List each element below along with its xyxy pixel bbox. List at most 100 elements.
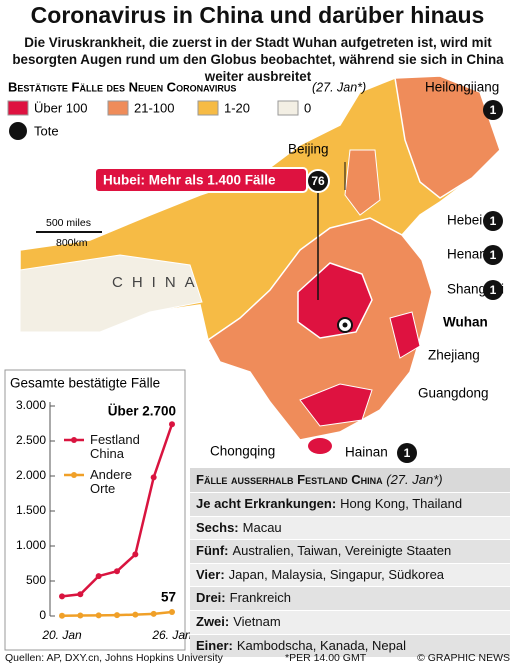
row-label: Zwei: — [196, 613, 230, 629]
death-count: 76 — [311, 174, 325, 188]
death-badge — [483, 211, 503, 231]
y-tick-label: 1.500 — [16, 503, 46, 517]
table-title: Fälle ausserhalb Festland China — [196, 472, 383, 487]
place-label: Beijing — [288, 142, 329, 157]
y-tick-label: 0 — [39, 608, 46, 622]
row-countries: Hong Kong, Thailand — [340, 496, 463, 511]
country-label: CHINA — [112, 274, 204, 291]
data-point — [114, 568, 120, 575]
data-point — [150, 474, 157, 481]
data-point — [59, 612, 65, 619]
table-date: (27. Jan*) — [386, 472, 443, 487]
outside-table: Fälle ausserhalb Festland China (27. Jan… — [190, 468, 510, 658]
legend-label: 0 — [304, 100, 311, 115]
table-row: Sechs: Macau — [190, 515, 510, 540]
death-badge — [483, 280, 503, 300]
legend-label: Festland China — [90, 432, 140, 461]
y-tick-label: 1.000 — [16, 538, 46, 552]
legend-swatch — [197, 100, 219, 116]
place-label: Chongqing — [210, 444, 275, 459]
region-zhejiang — [389, 311, 421, 359]
row-label: Vier: — [196, 566, 225, 582]
death-badge — [483, 245, 503, 265]
data-point — [132, 611, 139, 618]
data-point — [95, 573, 102, 580]
table-row: Vier: Japan, Malaysia, Singapur, Südkorea — [190, 562, 510, 587]
x-tick-label: 20. Jan — [41, 628, 82, 642]
row-countries: Australien, Taiwan, Vereinigte Staaten — [232, 543, 452, 559]
sources: Quellen: AP, DXY.cn, Johns Hopkins Unive… — [5, 652, 223, 664]
table-header: Fälle ausserhalb Festland China (27. Jan… — [190, 468, 510, 492]
legend-label: Über 100 — [34, 100, 87, 115]
data-point — [77, 612, 84, 619]
region-zero — [19, 254, 203, 333]
legend-title: Bestätigte Fälle des Neuen Coronavirus — [8, 79, 236, 94]
row-countries: Frankreich — [229, 590, 292, 606]
data-point — [150, 610, 157, 617]
legend-swatch — [7, 100, 29, 116]
place-label: Henan — [447, 247, 487, 262]
wuhan-marker-dot — [342, 322, 348, 328]
y-tick-label: 3.000 — [16, 398, 46, 412]
place-label: Hebei — [447, 213, 482, 228]
death-badge — [397, 443, 417, 463]
table-row: Einer: Kambodscha, Kanada, Nepal — [190, 633, 510, 658]
data-point — [132, 551, 139, 558]
row-countries: Japan, Malaysia, Singapur, Südkorea — [228, 566, 445, 582]
row-label: Sechs: — [196, 519, 239, 535]
table-row: Drei: Frankreich — [190, 586, 510, 610]
region-hubei — [297, 262, 373, 339]
legend-label: 21-100 — [134, 100, 174, 115]
row-label: Drei: — [196, 590, 226, 606]
scale-label: 800km — [56, 237, 88, 249]
data-point — [95, 612, 102, 619]
chart-box — [4, 369, 186, 651]
death-count: 1 — [490, 283, 497, 297]
region-north — [344, 149, 381, 216]
annotation: Über 2.700 — [108, 404, 176, 419]
legend-swatch — [277, 100, 299, 116]
title: Coronavirus in China und darüber hinaus — [30, 2, 485, 28]
subtitle: Die Viruskrankheit, die zuerst in der St… — [12, 35, 504, 84]
scale-label: 500 miles — [46, 217, 91, 229]
region-guangdong — [299, 383, 373, 427]
death-count: 1 — [490, 248, 497, 262]
y-tick-label: 2.500 — [16, 433, 46, 447]
data-point — [77, 591, 84, 598]
place-label: Heilongjiang — [425, 80, 499, 95]
legend-date: (27. Jan*) — [312, 80, 366, 94]
legend-swatch — [107, 100, 129, 116]
row-label: Fünf: — [196, 543, 229, 559]
legend-dot — [71, 472, 77, 478]
death-badge — [306, 169, 330, 193]
table-rows: Je acht Erkrankungen: Hong Kong, Thailand… — [190, 492, 510, 658]
legend-dot — [71, 437, 77, 443]
note: *PER 14.00 GMT — [285, 652, 367, 664]
x-tick-label: 26. Jan — [151, 628, 192, 642]
y-tick-label: 500 — [26, 573, 46, 587]
legend-label: Tote — [34, 123, 59, 138]
data-point — [169, 421, 175, 428]
legend-death-icon — [9, 122, 27, 140]
place-label: Hainan — [345, 445, 388, 460]
chart-title: Gesamte bestätigte Fälle — [10, 376, 160, 391]
row-countries: Kambodscha, Kanada, Nepal — [236, 637, 406, 653]
death-count: 1 — [490, 214, 497, 228]
y-tick-label: 2.000 — [16, 468, 46, 482]
credit: © GRAPHIC NEWS — [417, 652, 510, 664]
table-row: Fünf: Australien, Taiwan, Vereinigte Staa… — [190, 539, 510, 563]
region-hainan — [308, 438, 332, 454]
place-label: Zhejiang — [428, 348, 480, 363]
hubei-label: Hubei: Mehr als 1.400 Fälle — [103, 173, 276, 188]
legend-label: 1-20 — [224, 100, 250, 115]
table-row: Zwei: Vietnam — [190, 609, 510, 634]
data-point — [114, 612, 120, 619]
death-count: 1 — [404, 446, 411, 460]
death-badge — [483, 100, 503, 120]
legend-label: Andere Orte — [90, 467, 132, 496]
place-label: Wuhan — [443, 315, 488, 330]
row-countries: Vietnam — [233, 613, 281, 629]
row-label: Je acht Erkrankungen: — [196, 496, 337, 511]
